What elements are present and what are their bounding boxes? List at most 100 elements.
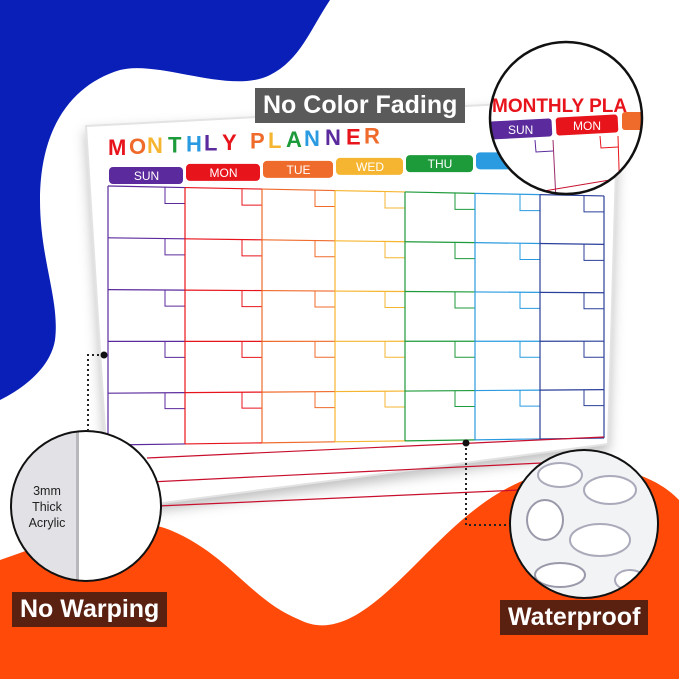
marker-dot xyxy=(100,351,108,359)
waterproof-label: Waterproof xyxy=(500,600,649,635)
inset-title: MONTHLY PLA xyxy=(492,96,627,117)
date-box xyxy=(164,392,185,410)
day-header xyxy=(336,157,403,175)
date-box xyxy=(241,341,262,358)
date-box xyxy=(519,292,540,309)
date-box xyxy=(241,290,262,308)
day-label: SUN xyxy=(134,169,159,183)
date-box xyxy=(384,391,405,408)
zoom-inset: MONTHLY PLA SUN MON xyxy=(488,40,644,196)
row-line xyxy=(107,237,186,240)
date-box xyxy=(314,190,335,208)
title-letter: N xyxy=(325,125,341,150)
row-line xyxy=(404,191,476,194)
inset-mon: MON xyxy=(573,119,601,133)
notes-lines xyxy=(146,436,605,507)
row-line xyxy=(539,194,605,197)
date-box xyxy=(384,291,405,309)
row-line xyxy=(334,240,406,243)
date-box xyxy=(583,389,604,407)
title-letter: M xyxy=(108,135,126,160)
title-letter: N xyxy=(304,126,320,151)
row-line xyxy=(261,239,336,242)
thickness-line: 3mm xyxy=(33,484,61,498)
title-letter: T xyxy=(168,132,182,157)
date-box xyxy=(164,341,185,358)
row-line xyxy=(474,438,541,441)
date-box xyxy=(384,241,405,259)
title-letter: L xyxy=(268,128,281,153)
title-letter: P xyxy=(250,129,265,154)
row-line xyxy=(107,392,186,394)
connector-left xyxy=(87,354,104,430)
row-line xyxy=(404,389,476,392)
water-droplets-inset xyxy=(509,449,659,599)
date-box xyxy=(519,341,540,358)
row-line xyxy=(261,188,336,192)
title-letter: L xyxy=(204,131,217,156)
day-header xyxy=(109,167,183,184)
no-color-fading-label: No Color Fading xyxy=(255,88,466,123)
date-box xyxy=(454,341,475,358)
title-letter: H xyxy=(186,131,202,156)
date-box xyxy=(164,238,185,256)
row-line xyxy=(334,390,406,393)
date-box xyxy=(454,193,475,210)
date-box xyxy=(583,341,604,358)
row-line xyxy=(261,390,336,393)
row-line xyxy=(184,442,263,445)
title-letter: O xyxy=(129,134,146,159)
date-box xyxy=(583,244,604,261)
date-box xyxy=(519,194,540,212)
date-box xyxy=(454,242,475,260)
row-line xyxy=(184,391,263,394)
day-label: WED xyxy=(356,160,384,174)
row-line xyxy=(334,440,406,443)
date-box xyxy=(241,239,262,257)
calendar-grid: SUN MON TUE WED THU xyxy=(107,152,605,446)
date-box xyxy=(384,341,405,358)
day-header xyxy=(186,163,260,181)
title-letter: A xyxy=(286,127,302,152)
date-box xyxy=(314,240,335,258)
date-box xyxy=(241,392,262,409)
marker-dot xyxy=(462,439,470,447)
date-box xyxy=(519,390,540,407)
row-line xyxy=(404,439,476,442)
date-box xyxy=(519,243,540,261)
thickness-line: Thick xyxy=(32,500,62,514)
date-box xyxy=(583,195,604,213)
date-box xyxy=(314,341,335,358)
row-line xyxy=(184,186,263,190)
inset-sun: SUN xyxy=(508,123,533,137)
title-letter: R xyxy=(364,123,380,148)
date-box xyxy=(164,187,185,205)
date-box xyxy=(384,191,405,209)
row-line xyxy=(334,189,406,193)
thickness-label: 3mm Thick Acrylic xyxy=(20,483,74,531)
row-line xyxy=(539,242,605,245)
date-box xyxy=(454,390,475,408)
day-label: THU xyxy=(428,157,453,171)
day-header xyxy=(406,155,473,173)
title-letter: Y xyxy=(222,130,237,155)
date-box xyxy=(241,189,262,206)
day-header xyxy=(263,160,333,178)
date-box xyxy=(454,291,475,309)
title-letter: E xyxy=(346,124,361,149)
row-line xyxy=(474,192,541,196)
title-letter: N xyxy=(147,133,163,158)
row-line xyxy=(184,238,263,241)
day-label: MON xyxy=(210,166,238,180)
day-label: TUE xyxy=(287,163,311,177)
connector-right xyxy=(465,443,510,526)
row-line xyxy=(107,185,186,189)
date-box xyxy=(314,291,335,308)
no-warping-label: No Warping xyxy=(12,592,168,627)
date-box xyxy=(314,391,335,409)
thickness-line: Acrylic xyxy=(28,516,66,530)
row-line xyxy=(261,441,336,444)
